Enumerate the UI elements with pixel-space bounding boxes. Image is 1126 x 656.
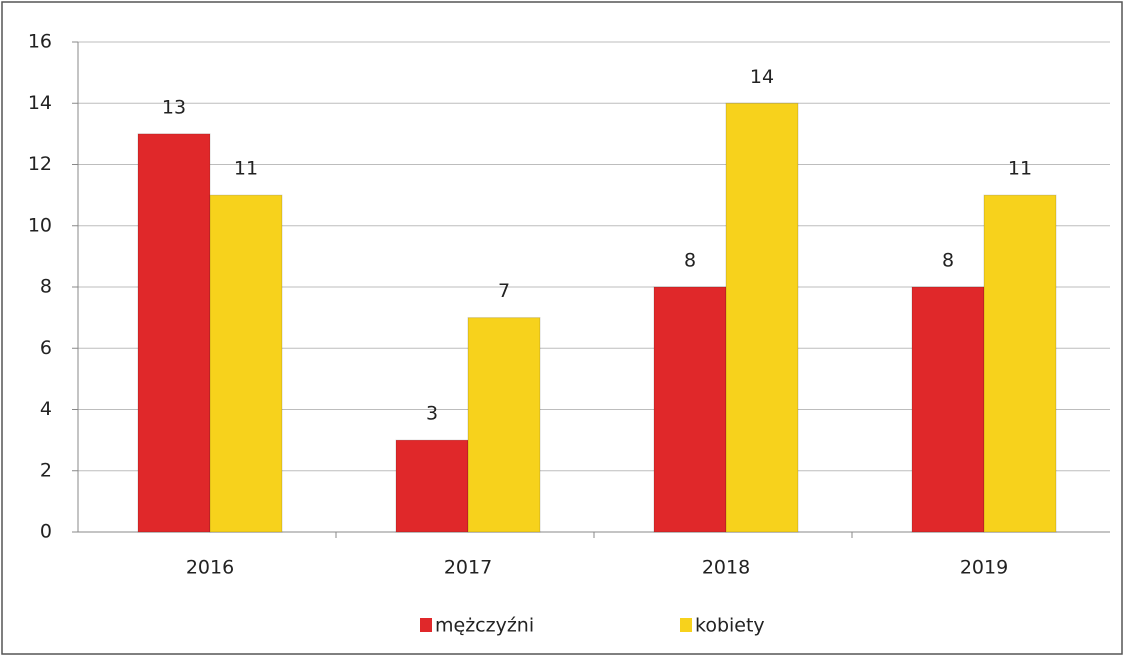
y-tick-label: 0: [40, 521, 52, 543]
bar: [983, 194, 1057, 533]
bar: [395, 439, 469, 533]
value-label: 8: [942, 250, 954, 272]
y-tick-label: 10: [28, 214, 52, 236]
x-tick-label: 2019: [960, 557, 1008, 579]
value-label: 13: [162, 96, 186, 118]
y-tick-label: 6: [40, 337, 52, 359]
value-label: 8: [684, 250, 696, 272]
bar: [137, 133, 211, 533]
y-tick-label: 14: [28, 92, 52, 114]
bar: [725, 102, 799, 533]
y-tick-label: 8: [40, 276, 52, 298]
bar: [911, 286, 985, 533]
x-tick-label: 2017: [444, 557, 492, 579]
bar: [209, 194, 283, 533]
value-label: 11: [1008, 158, 1032, 180]
bar: [653, 286, 727, 533]
x-tick-label: 2018: [702, 557, 750, 579]
value-label: 14: [750, 66, 774, 88]
value-label: 7: [498, 280, 510, 302]
value-label: 3: [426, 403, 438, 425]
y-tick-label: 12: [28, 153, 52, 175]
y-tick-label: 2: [40, 459, 52, 481]
legend-label: mężczyźni: [435, 615, 534, 637]
bar: [467, 317, 541, 533]
y-tick-label: 4: [40, 398, 52, 420]
legend-swatch: [420, 618, 432, 632]
legend-label: kobiety: [695, 615, 765, 637]
legend-swatch: [680, 618, 692, 632]
value-label: 11: [234, 158, 258, 180]
x-tick-label: 2016: [186, 557, 234, 579]
y-tick-label: 16: [28, 31, 52, 53]
